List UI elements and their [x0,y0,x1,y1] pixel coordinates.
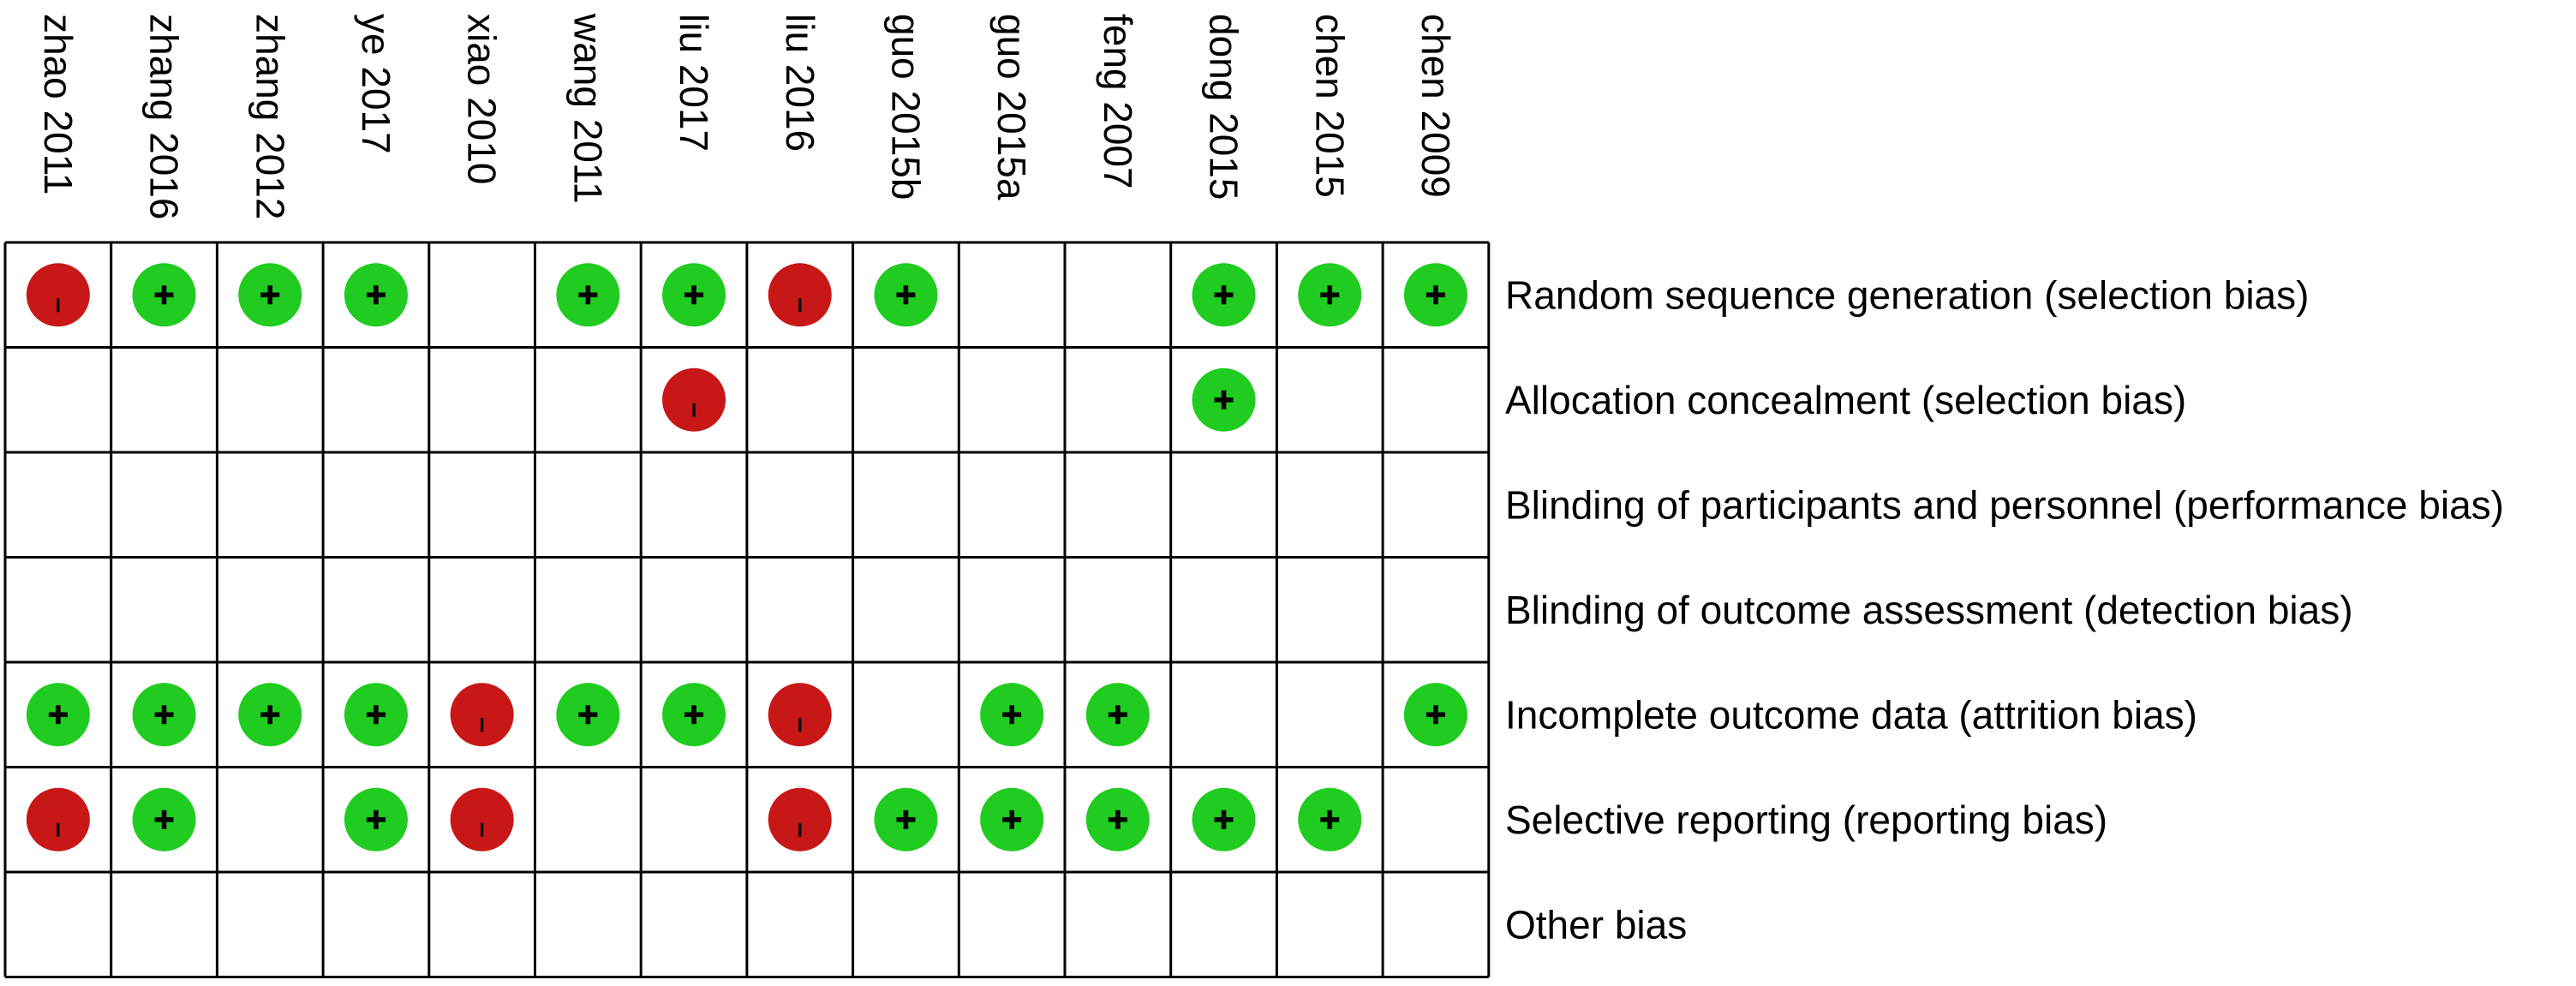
high-risk-icon [662,368,726,432]
low-risk-icon [1298,263,1362,327]
study-label: chen 2009 [1414,14,1458,198]
study-label: guo 2015b [883,14,928,200]
high-risk-icon [26,787,90,852]
low-risk-icon [238,683,302,747]
high-risk-icon [450,683,514,747]
low-risk-icon [980,683,1044,747]
domain-label: Random sequence generation (selection bi… [1505,272,2309,317]
low-risk-icon [874,263,938,327]
low-risk-icon [26,683,90,747]
low-risk-icon [132,787,196,852]
study-label: liu 2017 [672,14,716,152]
low-risk-icon [556,263,620,327]
low-risk-icon [132,683,196,747]
study-label: feng 2007 [1096,14,1140,189]
low-risk-icon [1192,787,1256,852]
study-label: liu 2016 [778,14,822,152]
domain-labels: Random sequence generation (selection bi… [1505,272,2504,947]
low-risk-icon [132,263,196,327]
study-label: zhang 2012 [248,14,292,219]
study-label: zhao 2011 [36,14,81,194]
low-risk-icon [1085,787,1150,852]
domain-label: Selective reporting (reporting bias) [1505,798,2107,842]
domain-label: Blinding of outcome assessment (detectio… [1505,588,2353,632]
low-risk-icon [344,787,408,852]
domain-label: Blinding of participants and personnel (… [1505,482,2504,527]
high-risk-icon [26,263,90,327]
study-label: zhang 2016 [142,14,187,219]
low-risk-icon [1192,263,1256,327]
study-labels: zhao 2011 zhang 2016 zhang 2012 ye 2017 xiao… [36,13,1458,219]
study-label: wang 2011 [565,13,610,204]
domain-label: Allocation concealment (selection bias) [1505,378,2186,422]
low-risk-icon [1298,787,1362,852]
low-risk-icon [344,263,408,327]
study-label: chen 2015 [1307,14,1352,198]
high-risk-icon [768,683,832,747]
low-risk-icon [1403,263,1467,327]
low-risk-icon [662,263,726,327]
study-label: xiao 2010 [460,14,505,185]
study-label: ye 2017 [354,14,398,154]
judgement-grid [3,241,1491,978]
judgement-symbols [26,263,1467,852]
low-risk-icon [1085,683,1150,747]
low-risk-icon [344,683,408,747]
low-risk-icon [1403,683,1467,747]
low-risk-icon [1192,368,1256,432]
low-risk-icon [980,787,1044,852]
high-risk-icon [768,787,832,852]
low-risk-icon [662,683,726,747]
high-risk-icon [768,263,832,327]
domain-label: Other bias [1505,902,1687,947]
low-risk-icon [238,263,302,327]
domain-label: Incomplete outcome data (attrition bias) [1505,692,2197,737]
low-risk-icon [556,683,620,747]
high-risk-icon [450,787,514,852]
low-risk-icon [874,787,938,852]
study-label: dong 2015 [1202,14,1246,200]
study-label: guo 2015a [989,14,1034,200]
